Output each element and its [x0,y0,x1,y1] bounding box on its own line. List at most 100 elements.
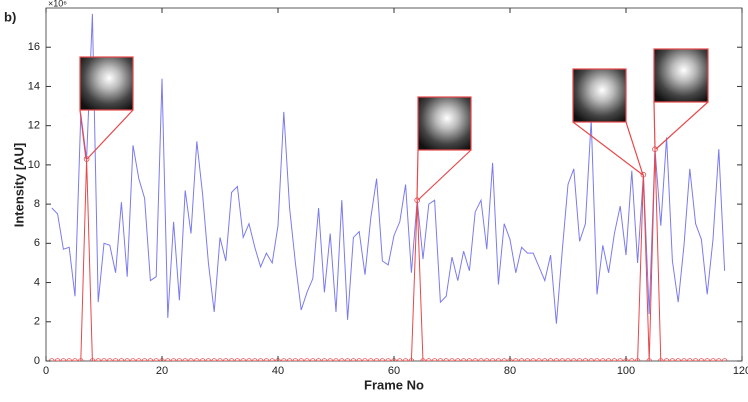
data-point [54,358,61,361]
data-point [518,358,525,361]
data-point [240,358,246,361]
data-point [327,358,333,361]
data-point [176,358,183,361]
x-tick-label: 20 [156,365,168,377]
data-point [333,358,339,361]
data-point [501,358,507,361]
exponent-label: ×10⁶ [48,0,67,8]
data-point [663,358,670,361]
data-point [298,358,304,361]
data-point [107,358,113,361]
x-tick-label: 120 [733,365,748,377]
y-tick-label: 10 [28,159,40,171]
inset-image [572,68,627,123]
data-point [83,156,90,162]
data-point [478,358,484,361]
data-point [234,358,241,361]
data-point [559,358,565,361]
x-tick-label: 0 [43,365,49,377]
data-point [217,358,223,361]
panel-label: b) [4,9,16,24]
data-point [640,171,647,178]
data-point [692,358,699,361]
data-point [263,358,270,361]
data-point [704,358,710,361]
data-point [617,358,623,361]
data-point [716,358,722,361]
x-tick-label: 60 [388,365,400,377]
data-point [211,358,217,361]
data-point [246,358,252,361]
data-point [281,358,287,361]
data-point [89,358,96,361]
data-point [130,358,136,361]
data-point [344,358,351,361]
data-point [118,358,125,361]
data-point [594,358,600,361]
data-point [286,358,293,361]
data-point [681,358,687,361]
data-point [582,358,589,361]
data-point [449,358,455,361]
x-tick-label: 40 [272,365,284,377]
data-point [443,358,449,361]
y-tick-label: 0 [34,355,40,367]
plot-area [45,7,743,362]
data-point [420,358,426,361]
data-point [565,358,571,361]
data-point [101,358,107,361]
data-point [147,358,154,361]
data-point [437,358,444,361]
insets [79,48,709,201]
data-point [373,358,380,361]
data-point [379,358,386,361]
data-point [547,358,554,361]
data-point [165,358,171,361]
data-point [710,358,716,361]
data-point [170,358,177,361]
data-point [408,358,415,361]
data-point [472,358,478,361]
data-point [658,358,664,361]
data-point [205,358,212,361]
data-point [153,358,159,361]
data-point [571,358,577,361]
data-point [669,358,676,361]
y-tick-label: 6 [34,237,40,249]
data-point [600,358,606,361]
data-point [455,358,461,361]
data-point [530,358,536,361]
data-point [310,358,316,361]
y-tick-label: 2 [34,316,40,328]
y-tick-label: 8 [34,198,40,210]
x-tick-label: 100 [617,365,635,377]
data-point [588,358,594,361]
data-point [66,358,72,361]
inset-image [653,48,709,103]
data-point [611,358,618,361]
data-point [182,358,188,361]
data-point [466,358,473,361]
data-point [223,358,229,361]
inset-image [417,96,472,151]
data-point [484,358,490,361]
data-point [629,358,635,361]
data-point [60,358,67,361]
data-point [542,358,548,361]
data-point [524,358,531,361]
data-point [426,358,432,361]
data-point [124,358,130,361]
data-point [687,358,693,361]
data-point [304,358,310,361]
x-axis-label: Frame No [364,377,424,392]
data-point [72,358,78,361]
data-point [402,358,409,361]
data-point [49,358,55,361]
inset-image [79,56,134,111]
data-point [315,358,322,361]
x-tick-label: 80 [504,365,516,377]
data-point [136,358,142,361]
data-point [257,358,264,361]
data-point [78,358,84,361]
